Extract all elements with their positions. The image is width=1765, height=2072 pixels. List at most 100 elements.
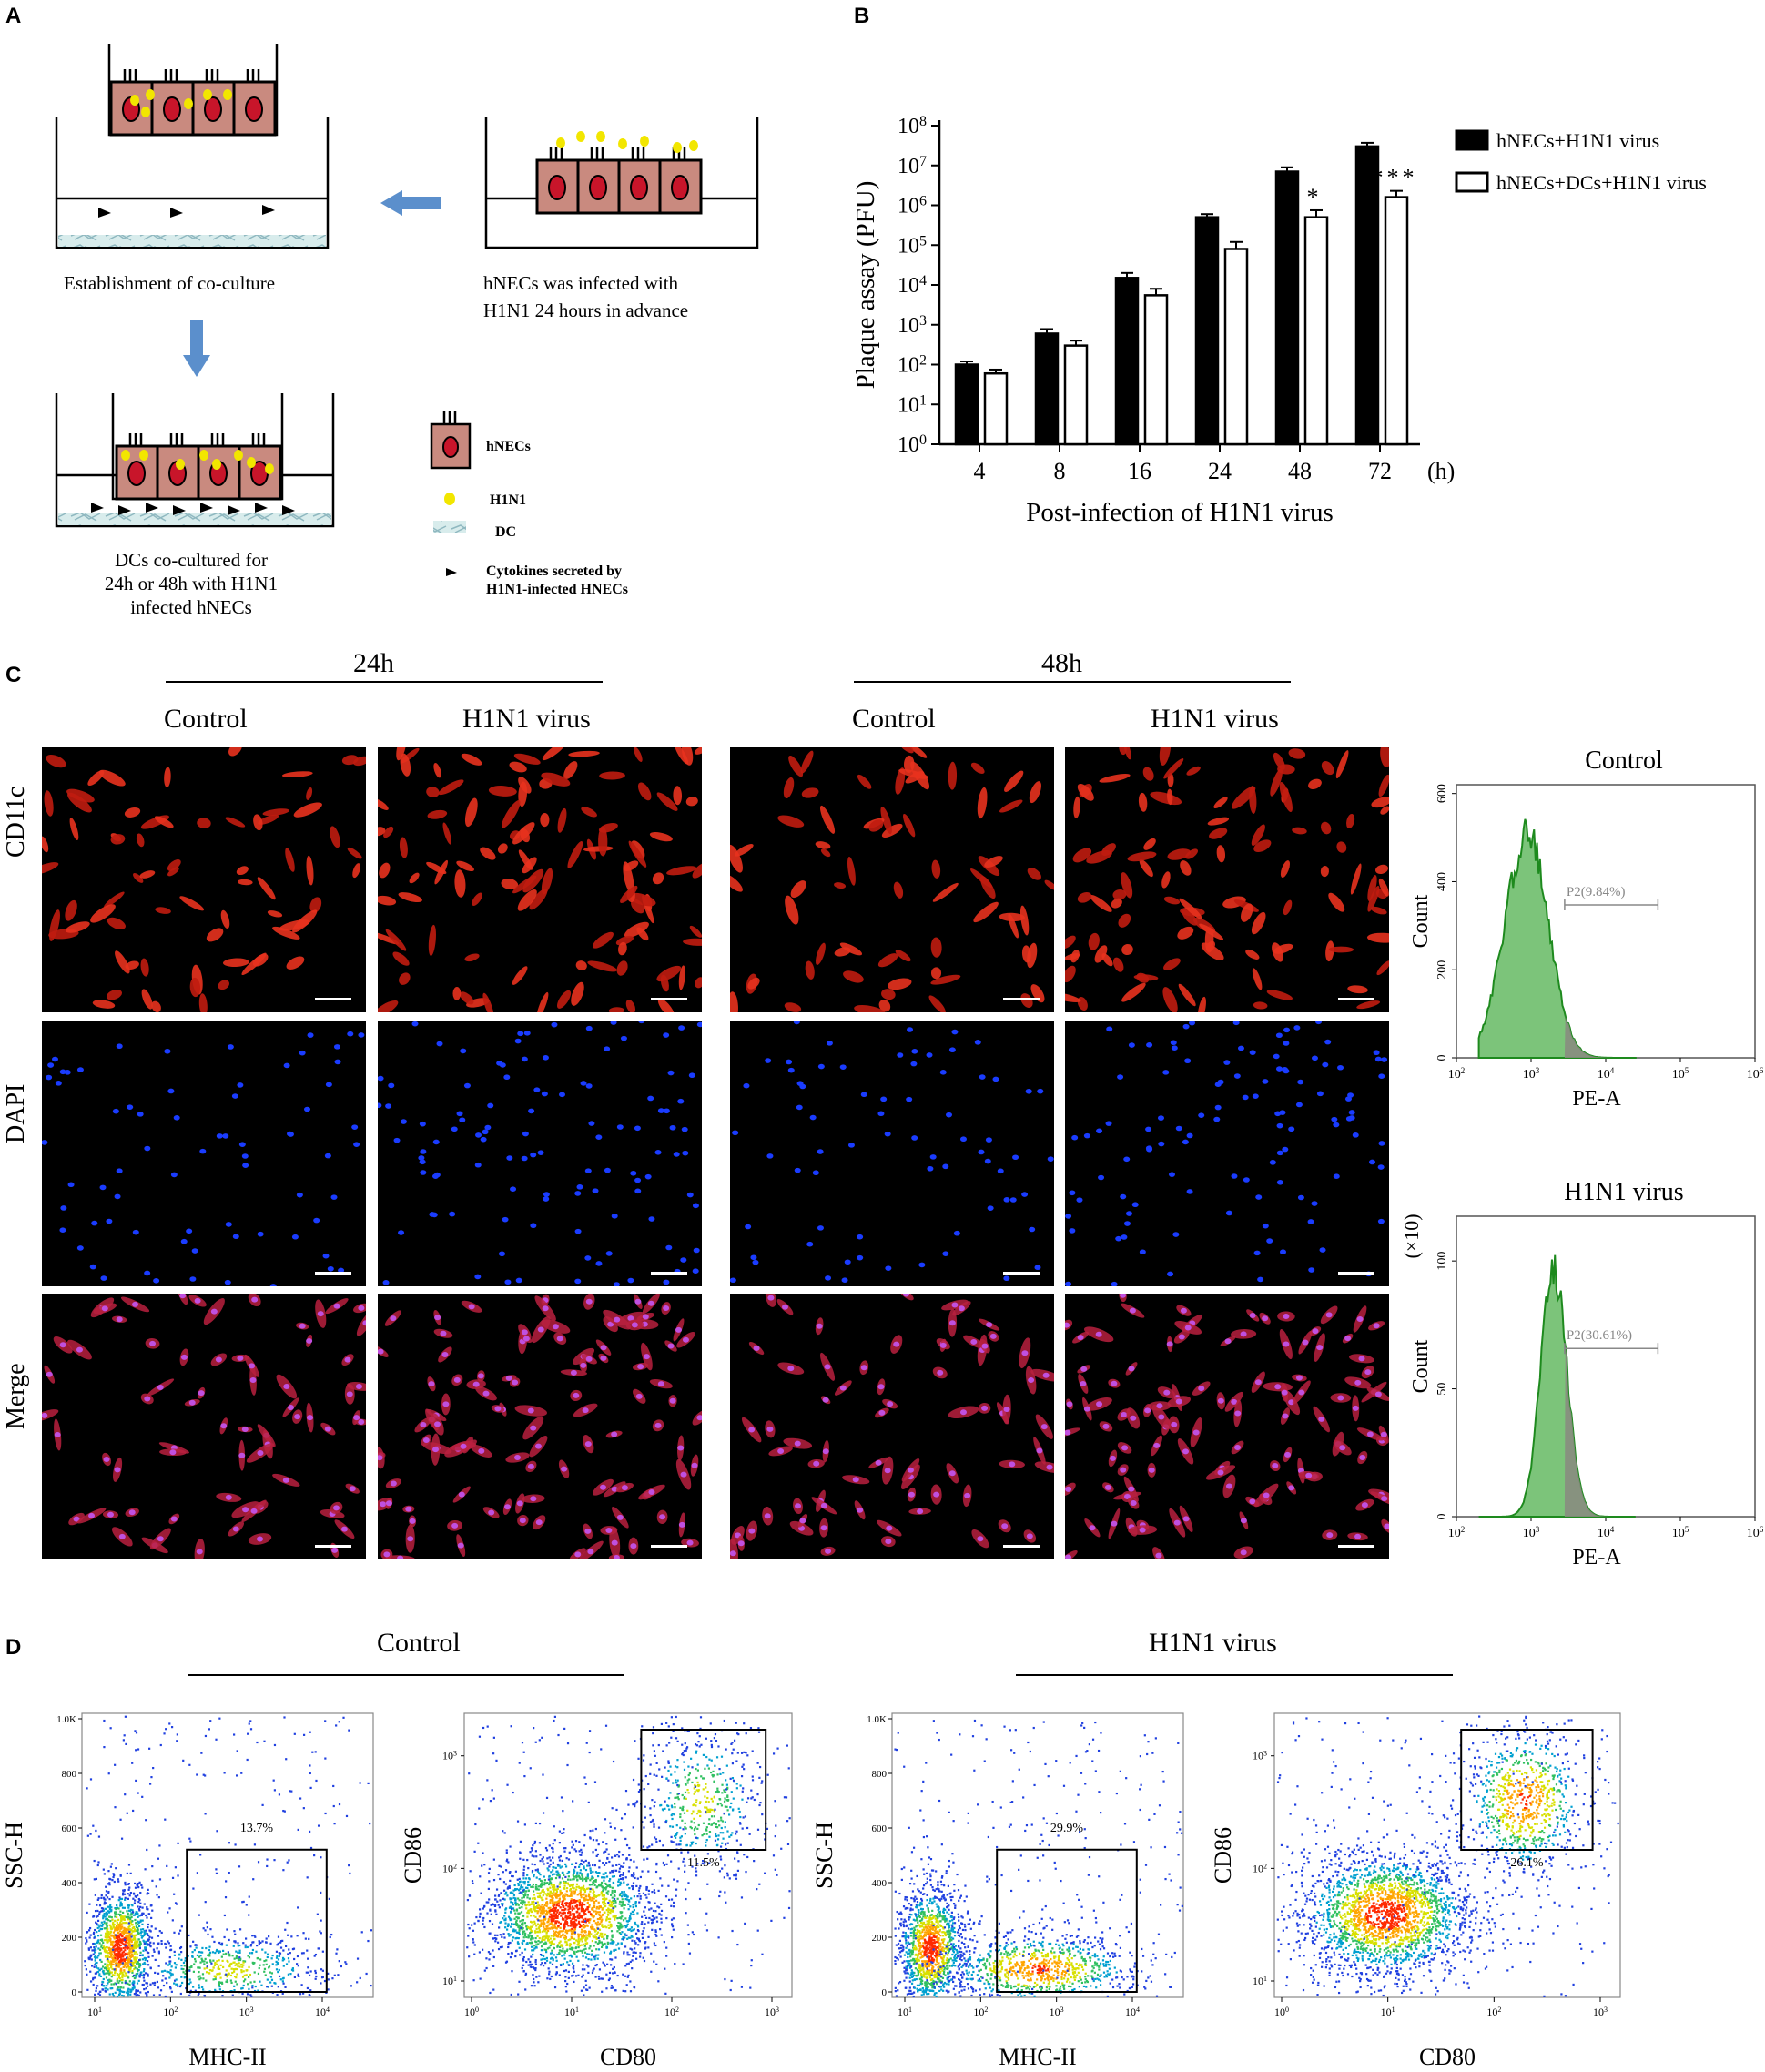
y-tick-label: 600: [1435, 784, 1449, 803]
legend-swatch: [1455, 171, 1489, 193]
y-axis-title: Count: [1409, 1339, 1433, 1393]
y-multiplier: (×10): [1400, 1214, 1423, 1258]
scale-bar: [651, 1272, 687, 1275]
x-axis-title: PE-A: [1572, 1087, 1621, 1111]
micrograph-cd11c-control-24h: [42, 747, 366, 1012]
legend-h1n1: H1N1: [490, 493, 526, 508]
coculture-caption: Establishment of co-culture: [64, 272, 275, 294]
bar: [1114, 277, 1140, 446]
x-tick-label: 105: [1672, 1066, 1689, 1082]
x-tick-label: 104: [315, 2006, 330, 2019]
y-tick-label: 103: [442, 1749, 457, 1762]
x-tick-label: 103: [1523, 1525, 1540, 1540]
flow-plot-control-cd86: CD86 CD80 100 101 102 103 101 102 103 11.5%: [400, 1712, 793, 2070]
left-arrow: [380, 190, 441, 216]
legend-hnecs: hNECs: [486, 439, 531, 454]
bar: [1063, 344, 1089, 446]
gate-label: P2(30.61%): [1567, 1328, 1632, 1343]
y-tick-label: 108: [898, 114, 927, 139]
histogram-title: Control: [1585, 747, 1663, 775]
plot-frame: [81, 1712, 374, 1998]
micrograph-merge-virus-48h: [1065, 1294, 1389, 1559]
plot-frame: [1273, 1712, 1621, 1998]
y-tick-label: 200: [62, 1933, 77, 1944]
row-label-merge: Merge: [2, 1363, 30, 1429]
x-unit: (h): [1427, 458, 1455, 484]
x-tick-label: 106: [1747, 1525, 1764, 1540]
gate-box: [186, 1848, 328, 1993]
histogram-curve: [1477, 818, 1637, 1059]
legend-cytokines-line1: Cytokines secreted by: [486, 564, 623, 579]
y-tick-label: 101: [898, 392, 927, 418]
scale-bar: [1338, 1272, 1374, 1275]
scale-bar: [651, 1545, 687, 1548]
legend-cytokines-line2: H1N1-infected HNECs: [486, 582, 628, 597]
x-tick-label: 16: [1128, 458, 1151, 484]
y-tick-label: 103: [898, 312, 927, 338]
row-label-cd11c: CD11c: [2, 786, 30, 858]
down-arrow: [183, 320, 210, 377]
bar: [1384, 196, 1409, 446]
bar: [983, 371, 1009, 446]
final-caption: DCs co-cultured for 24h or 48h with H1N1…: [73, 548, 309, 619]
y-tick-label: 400: [62, 1878, 77, 1889]
flow-plot-control-mhc: SSC-H MHC-II 0 200 400 600 800 1.0K 101 102 103 104…: [1, 1712, 374, 2070]
col-label-virus-48h: H1N1 virus: [1151, 704, 1279, 734]
y-tick-label: 200: [1435, 960, 1449, 980]
infection-caption-line1: hNECs was infected with: [483, 272, 679, 294]
x-axis-title: Post-infection of H1N1 virus: [1026, 498, 1334, 527]
gate-label: P2(9.84%): [1567, 885, 1626, 899]
legend-dc: DC: [495, 524, 517, 540]
y-tick-label: 0: [72, 1987, 77, 1998]
x-tick-label: 106: [1747, 1066, 1764, 1082]
x-tick-label: 103: [1593, 2006, 1608, 2019]
infection-caption-line2: H1N1 24 hours in advance: [483, 300, 688, 321]
final-caption-line1: DCs co-cultured for: [115, 549, 268, 571]
x-tick-label: 102: [1486, 2006, 1501, 2019]
gate-box: [1460, 1729, 1594, 1851]
x-tick-label: 102: [973, 2006, 988, 2019]
micrograph-merge-control-48h: [730, 1294, 1054, 1559]
x-tick-label: 104: [1598, 1525, 1615, 1540]
panel-label-d: D: [5, 1635, 22, 1660]
x-tick-label: 24: [1208, 458, 1232, 484]
panel-label-c: C: [5, 663, 22, 687]
micrograph-merge-control-24h: [42, 1294, 366, 1559]
scale-bar: [1338, 998, 1374, 1000]
x-tick-label: 8: [1054, 458, 1066, 484]
y-tick-label: 0: [1435, 1055, 1449, 1061]
plot-frame: [463, 1712, 793, 1998]
y-axis-title: CD86: [400, 1827, 426, 1884]
x-tick-label: 103: [1523, 1066, 1540, 1082]
x-tick-label: 102: [163, 2006, 178, 2019]
scale-bar: [651, 998, 687, 1000]
final-caption-line2: 24h or 48h with H1N1: [104, 573, 279, 594]
y-tick-label: 102: [442, 1862, 457, 1874]
histogram-control: Control 0 200 400 600 102 103 104 105 106 Count PE-…: [1409, 747, 1764, 1111]
x-tick-label: 100: [1274, 2006, 1289, 2019]
gate-percentage: 11.5%: [687, 1856, 720, 1870]
final-coculture-well: [55, 393, 335, 528]
x-tick-label: 103: [1050, 2006, 1064, 2019]
schematic-legend: [430, 411, 472, 576]
bar: [1143, 294, 1169, 446]
legend-label: hNECs+DCs+H1N1 virus: [1496, 171, 1707, 194]
y-tick-label: 800: [62, 1769, 77, 1780]
scale-bar: [1003, 998, 1040, 1000]
y-tick-label: 103: [1253, 1749, 1267, 1762]
y-tick-label: 400: [1435, 872, 1449, 891]
x-tick-label: 101: [564, 2006, 579, 2019]
flow-group-control: Control: [377, 1628, 461, 1658]
gate-percentage: 26.1%: [1510, 1856, 1544, 1870]
y-tick-label: 600: [872, 1823, 888, 1834]
x-axis-title: MHC-II: [999, 2044, 1076, 2070]
gate-box: [996, 1848, 1138, 1993]
plot-frame: [1456, 1215, 1756, 1518]
bar: [1034, 332, 1060, 446]
y-axis-title: Plaque assay (PFU): [851, 181, 880, 390]
y-tick-label: 107: [898, 153, 927, 178]
coculture-well: [55, 44, 330, 249]
y-tick-label: 200: [872, 1933, 888, 1944]
x-tick-label: 102: [1448, 1525, 1466, 1540]
